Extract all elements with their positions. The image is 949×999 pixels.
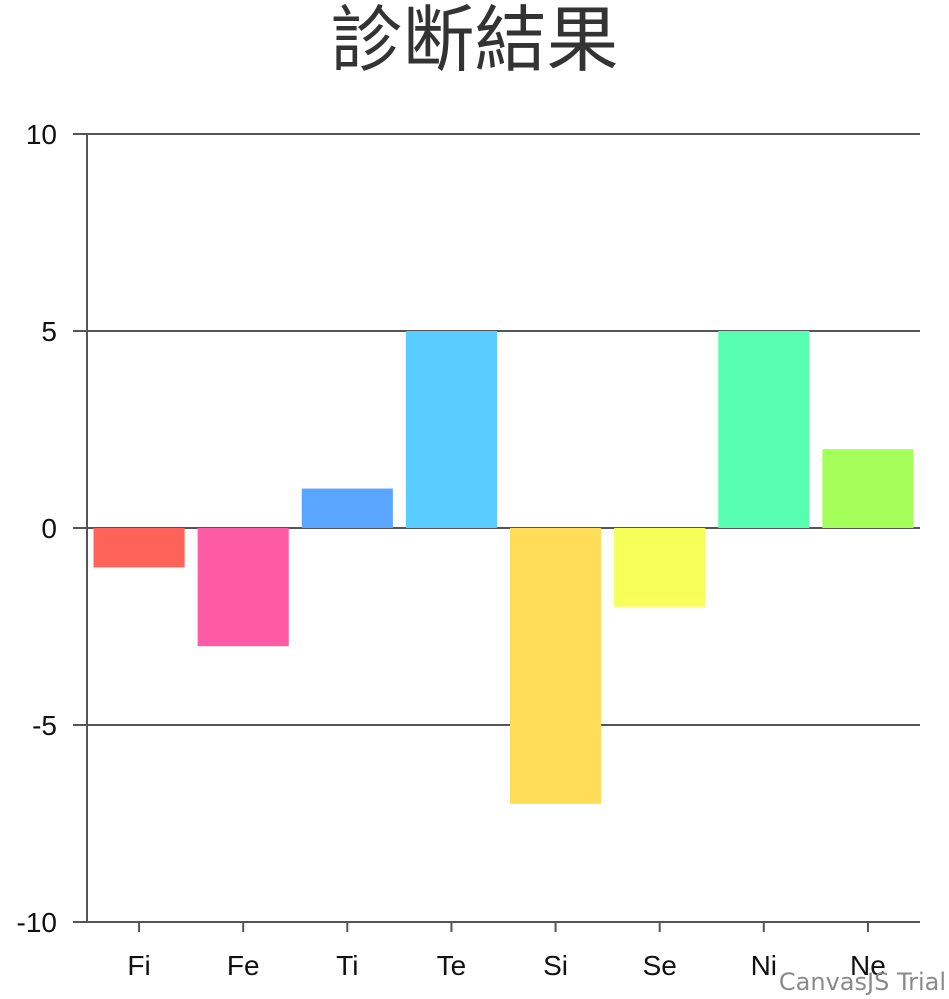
x-tick-label: Fe <box>227 950 260 981</box>
bar-fi[interactable] <box>93 528 185 568</box>
y-tick-label: 0 <box>41 513 57 544</box>
x-tick-label: Si <box>543 950 568 981</box>
x-tick-label: Ne <box>850 950 886 981</box>
y-axis-ticks: 10 5 0 -5 -10 <box>17 119 57 938</box>
x-tick-label: Ni <box>751 950 777 981</box>
bar-te[interactable] <box>405 331 497 528</box>
bar-si[interactable] <box>510 528 602 804</box>
y-tick-label: 10 <box>26 119 57 150</box>
chart-title: 診断結果 <box>330 0 619 82</box>
bar-fe[interactable] <box>197 528 289 647</box>
y-tick-label: -10 <box>17 907 57 938</box>
bar-se[interactable] <box>614 528 706 607</box>
x-tick-label: Ti <box>336 950 358 981</box>
canvasjs-credit[interactable]: CanvasJS Trial <box>779 968 946 996</box>
bars <box>93 331 914 804</box>
y-tick-label: -5 <box>32 710 57 741</box>
x-axis-ticks: Fi Fe Ti Te Si Se Ni Ne <box>127 922 886 981</box>
x-tick-label: Te <box>437 950 467 981</box>
bar-ne[interactable] <box>822 449 914 528</box>
x-tick-label: Se <box>643 950 677 981</box>
x-tick-label: Fi <box>127 950 150 981</box>
bar-ni[interactable] <box>718 331 810 528</box>
axes <box>86 134 920 923</box>
y-tick-label: 5 <box>41 316 57 347</box>
bar-ti[interactable] <box>301 488 393 528</box>
